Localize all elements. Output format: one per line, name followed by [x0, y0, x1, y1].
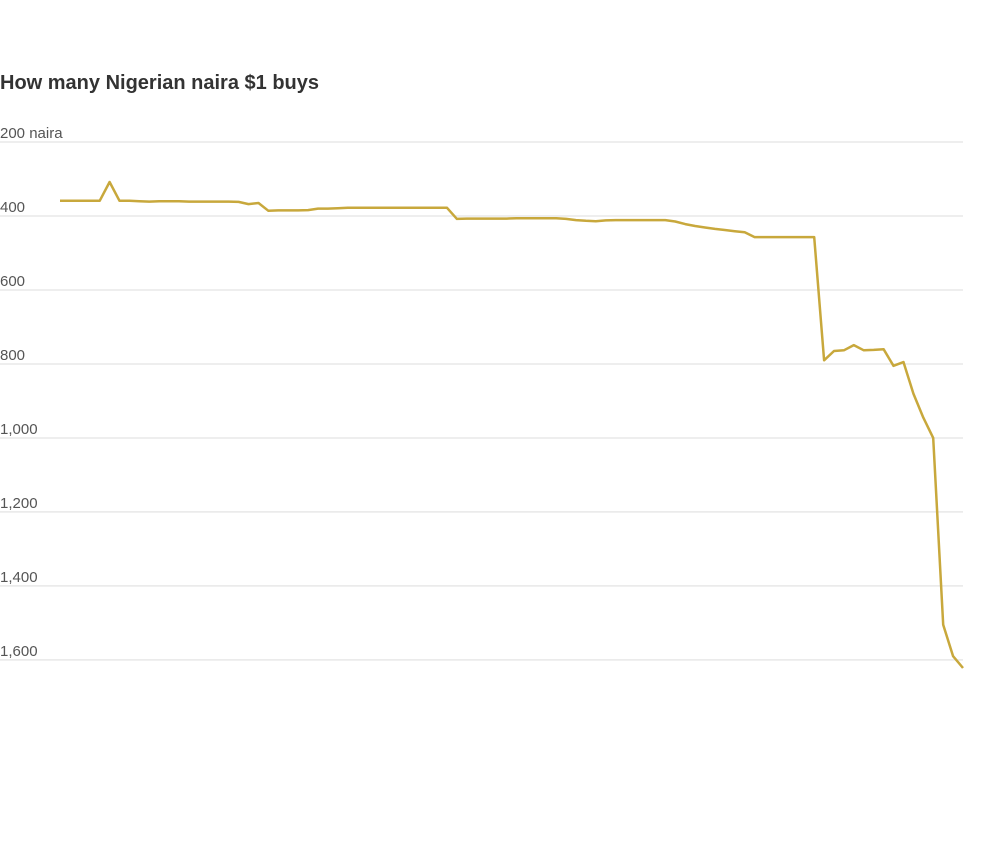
y-tick-label: 600 — [0, 273, 25, 290]
y-tick-label: 1,200 — [0, 495, 38, 512]
y-tick-label: 1,000 — [0, 421, 38, 438]
y-tick-label: 400 — [0, 199, 25, 216]
y-tick-label: 800 — [0, 347, 25, 364]
y-tick-label: 1,400 — [0, 569, 38, 586]
y-tick-label: 1,600 — [0, 643, 38, 660]
chart-title: How many Nigerian naira $1 buys — [0, 72, 319, 94]
y-tick-label: 200 naira — [0, 125, 63, 142]
data-line — [60, 180, 964, 669]
